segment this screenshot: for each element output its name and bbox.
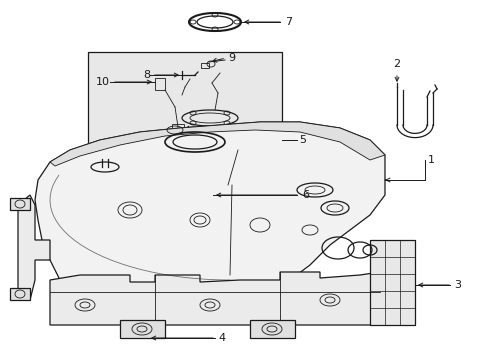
Text: 10: 10: [96, 77, 110, 87]
Text: 8: 8: [143, 70, 150, 80]
Bar: [172, 124, 184, 142]
Polygon shape: [50, 122, 385, 166]
Text: 4: 4: [218, 333, 225, 343]
Bar: [120, 320, 165, 338]
Polygon shape: [35, 122, 385, 305]
Text: 3: 3: [454, 280, 461, 290]
Text: 6: 6: [302, 190, 309, 200]
Text: 1: 1: [428, 155, 435, 165]
Bar: [250, 320, 295, 338]
Text: 7: 7: [285, 17, 292, 27]
Bar: [10, 288, 30, 300]
Text: 9: 9: [228, 53, 235, 63]
Polygon shape: [18, 195, 50, 300]
Bar: [201, 63, 209, 68]
Text: 5: 5: [299, 135, 306, 145]
Bar: [88, 52, 282, 208]
Bar: [10, 198, 30, 210]
Bar: [155, 78, 165, 90]
Bar: [370, 240, 415, 325]
Polygon shape: [50, 272, 380, 325]
Text: 2: 2: [393, 59, 400, 69]
